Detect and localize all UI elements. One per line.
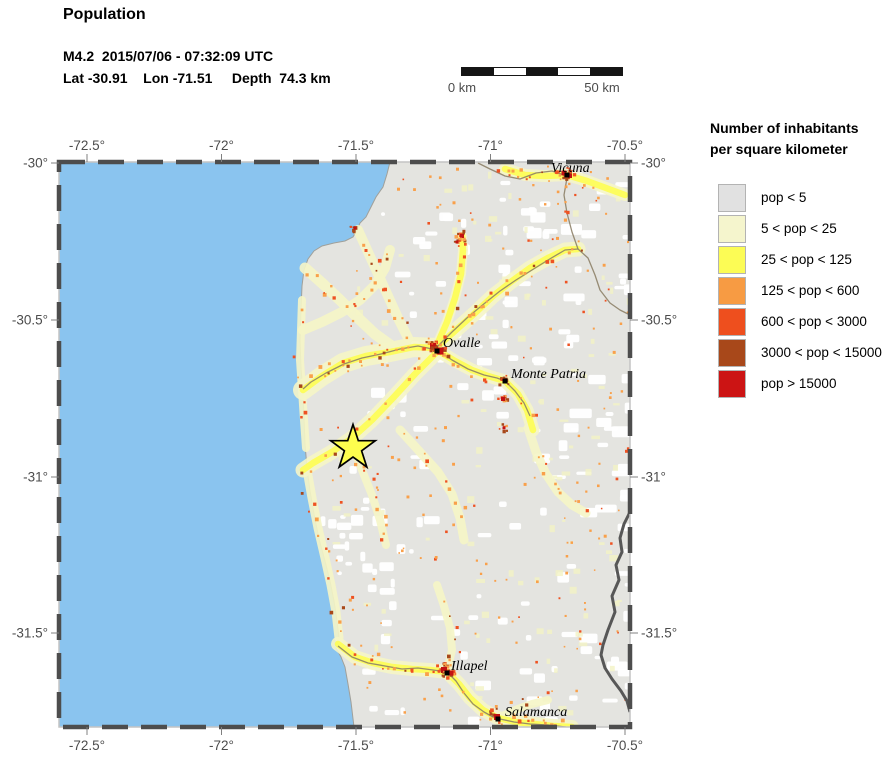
- axis-tick-label-left: -31°: [23, 470, 48, 485]
- epicenter-star: [328, 421, 378, 470]
- location-info: Lat -30.91 Lon -71.51 Depth 74.3 km: [63, 70, 331, 86]
- legend-label: 25 < pop < 125: [761, 252, 852, 267]
- axis-tick-label-top: -72°: [209, 138, 234, 153]
- city-marker: [444, 670, 450, 676]
- legend-item: pop > 15000: [710, 368, 894, 399]
- axis-tick-label-right: -30.5°: [641, 313, 677, 328]
- city-label: Vicuna: [551, 161, 590, 176]
- scale-bar-segment: [526, 68, 558, 75]
- axis-tick-label-bottom: -70.5°: [607, 738, 643, 753]
- axis-tick-label-bottom: -71°: [478, 738, 503, 753]
- legend-swatch: [718, 276, 746, 305]
- scale-bar-segment: [462, 68, 494, 75]
- map-layers: [59, 162, 630, 727]
- legend-label: 600 < pop < 3000: [761, 314, 867, 329]
- legend-label: pop < 5: [761, 190, 807, 205]
- city-marker: [564, 172, 570, 178]
- city-marker: [495, 716, 501, 722]
- legend-label: 125 < pop < 600: [761, 283, 860, 298]
- legend-title: Number of inhabitants per square kilomet…: [710, 118, 894, 160]
- axis-tick-label-right: -31.5°: [641, 626, 677, 641]
- scale-bar-track: [461, 67, 623, 76]
- legend-item: 125 < pop < 600: [710, 275, 894, 306]
- legend: Number of inhabitants per square kilomet…: [710, 118, 894, 399]
- axis-tick-label-left: -30.5°: [12, 313, 48, 328]
- legend-label: 3000 < pop < 15000: [761, 345, 882, 360]
- scale-start-label: 0 km: [447, 80, 477, 95]
- city-label: Monte Patria: [510, 367, 586, 382]
- axis-tick-label-top: -72.5°: [69, 138, 105, 153]
- legend-item: 3000 < pop < 15000: [710, 337, 894, 368]
- axis-tick-label-right: -31°: [641, 470, 666, 485]
- axis-tick-label-top: -71°: [478, 138, 503, 153]
- legend-swatch: [718, 307, 746, 336]
- scale-bar-segment: [494, 68, 526, 75]
- axis-tick-label-bottom: -72°: [209, 738, 234, 753]
- scale-end-label: 50 km: [584, 80, 620, 95]
- legend-item: 5 < pop < 25: [710, 213, 894, 244]
- legend-swatch: [718, 245, 746, 274]
- axis-tick-label-bottom: -72.5°: [69, 738, 105, 753]
- legend-swatch: [718, 369, 746, 398]
- population-title: Population: [63, 6, 146, 23]
- legend-item: pop < 5: [710, 182, 894, 213]
- axis-tick-label-top: -70.5°: [607, 138, 643, 153]
- legend-swatch: [718, 338, 746, 367]
- event-info: M4.2 2015/07/06 - 07:32:09 UTC: [63, 48, 274, 64]
- axis-tick-label-bottom: -71.5°: [338, 738, 374, 753]
- legend-title-line2: per square kilometer: [710, 141, 848, 157]
- map-frame: [56, 159, 633, 730]
- cities: Vicuna Ovalle Monte Patria Illapel Salamanca: [434, 161, 590, 722]
- axis-tick-label-left: -31.5°: [12, 626, 48, 641]
- legend-label: 5 < pop < 25: [761, 221, 837, 236]
- legend-items: pop < 5 5 < pop < 25 25 < pop < 125 125 < p…: [710, 182, 894, 399]
- city-marker: [434, 348, 440, 354]
- city-label: Salamanca: [505, 705, 567, 720]
- axis-tick-label-top: -71.5°: [338, 138, 374, 153]
- axis-tick-label-left: -30°: [23, 156, 48, 171]
- city-label: Illapel: [450, 659, 488, 674]
- scale-bar-segment: [590, 68, 622, 75]
- legend-swatch: [718, 214, 746, 243]
- axis-ticks: -72.5° -72.5° -72° -72° -71.5° -71.5° -71° -71°…: [12, 138, 677, 753]
- scale-bar-segment: [558, 68, 590, 75]
- legend-title-line1: Number of inhabitants: [710, 120, 859, 136]
- legend-label: pop > 15000: [761, 376, 837, 391]
- border-road: [599, 511, 630, 713]
- legend-item: 25 < pop < 125: [710, 244, 894, 275]
- legend-item: 600 < pop < 3000: [710, 306, 894, 337]
- legend-swatch: [718, 183, 746, 212]
- city-marker: [502, 378, 508, 384]
- axis-tick-label-right: -30°: [641, 156, 666, 171]
- city-label: Ovalle: [443, 336, 480, 351]
